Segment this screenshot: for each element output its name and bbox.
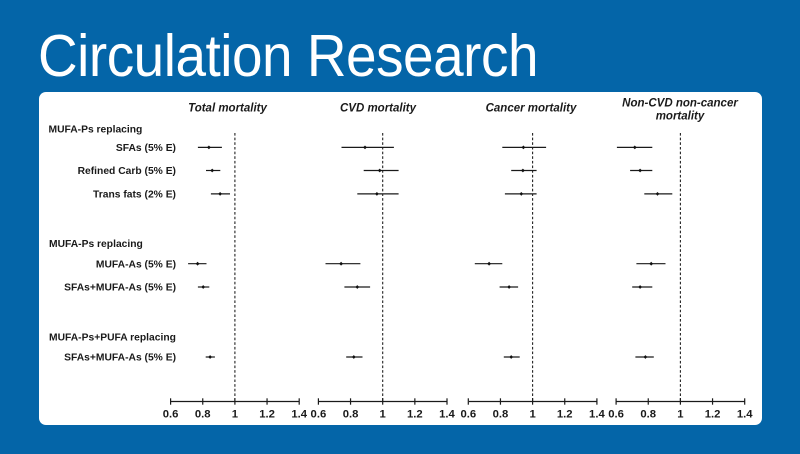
- svg-text:MUFA-Ps replacing: MUFA-Ps replacing: [49, 125, 143, 136]
- svg-text:0.8: 0.8: [343, 408, 359, 420]
- svg-text:1.2: 1.2: [259, 408, 275, 420]
- svg-text:1.4: 1.4: [737, 408, 753, 420]
- svg-text:1: 1: [380, 408, 386, 420]
- svg-text:Non-CVD non-cancer: Non-CVD non-cancer: [622, 98, 738, 110]
- svg-text:0.6: 0.6: [460, 408, 476, 420]
- svg-text:0.6: 0.6: [608, 408, 624, 420]
- svg-text:mortality: mortality: [656, 111, 705, 123]
- svg-text:SFAs (5% E): SFAs (5% E): [116, 143, 176, 154]
- svg-text:CVD mortality: CVD mortality: [340, 103, 417, 115]
- svg-text:1: 1: [529, 408, 535, 420]
- svg-text:Refined Carb (5% E): Refined Carb (5% E): [78, 166, 176, 177]
- svg-text:1.2: 1.2: [557, 408, 573, 420]
- svg-text:MUFA-Ps replacing: MUFA-Ps replacing: [49, 239, 143, 250]
- svg-text:SFAs+MUFA-As (5% E): SFAs+MUFA-As (5% E): [64, 283, 176, 294]
- svg-text:0.8: 0.8: [493, 408, 509, 420]
- svg-text:MUFA-Ps+PUFA replacing: MUFA-Ps+PUFA replacing: [49, 333, 176, 344]
- svg-text:SFAs+MUFA-As (5% E): SFAs+MUFA-As (5% E): [64, 353, 176, 364]
- svg-text:1.4: 1.4: [589, 408, 605, 420]
- svg-text:1: 1: [677, 408, 683, 420]
- svg-text:Trans fats (2% E): Trans fats (2% E): [93, 190, 176, 201]
- svg-text:1.4: 1.4: [291, 408, 307, 420]
- svg-text:0.6: 0.6: [163, 408, 179, 420]
- svg-text:1: 1: [232, 408, 238, 420]
- svg-text:Cancer mortality: Cancer mortality: [486, 103, 577, 115]
- svg-text:0.8: 0.8: [195, 408, 211, 420]
- svg-text:Total mortality: Total mortality: [188, 103, 267, 115]
- svg-text:0.8: 0.8: [640, 408, 656, 420]
- svg-text:MUFA-As (5% E): MUFA-As (5% E): [96, 259, 176, 270]
- svg-text:0.6: 0.6: [311, 408, 327, 420]
- svg-text:1.4: 1.4: [439, 408, 455, 420]
- svg-text:1.2: 1.2: [407, 408, 423, 420]
- svg-text:1.2: 1.2: [705, 408, 721, 420]
